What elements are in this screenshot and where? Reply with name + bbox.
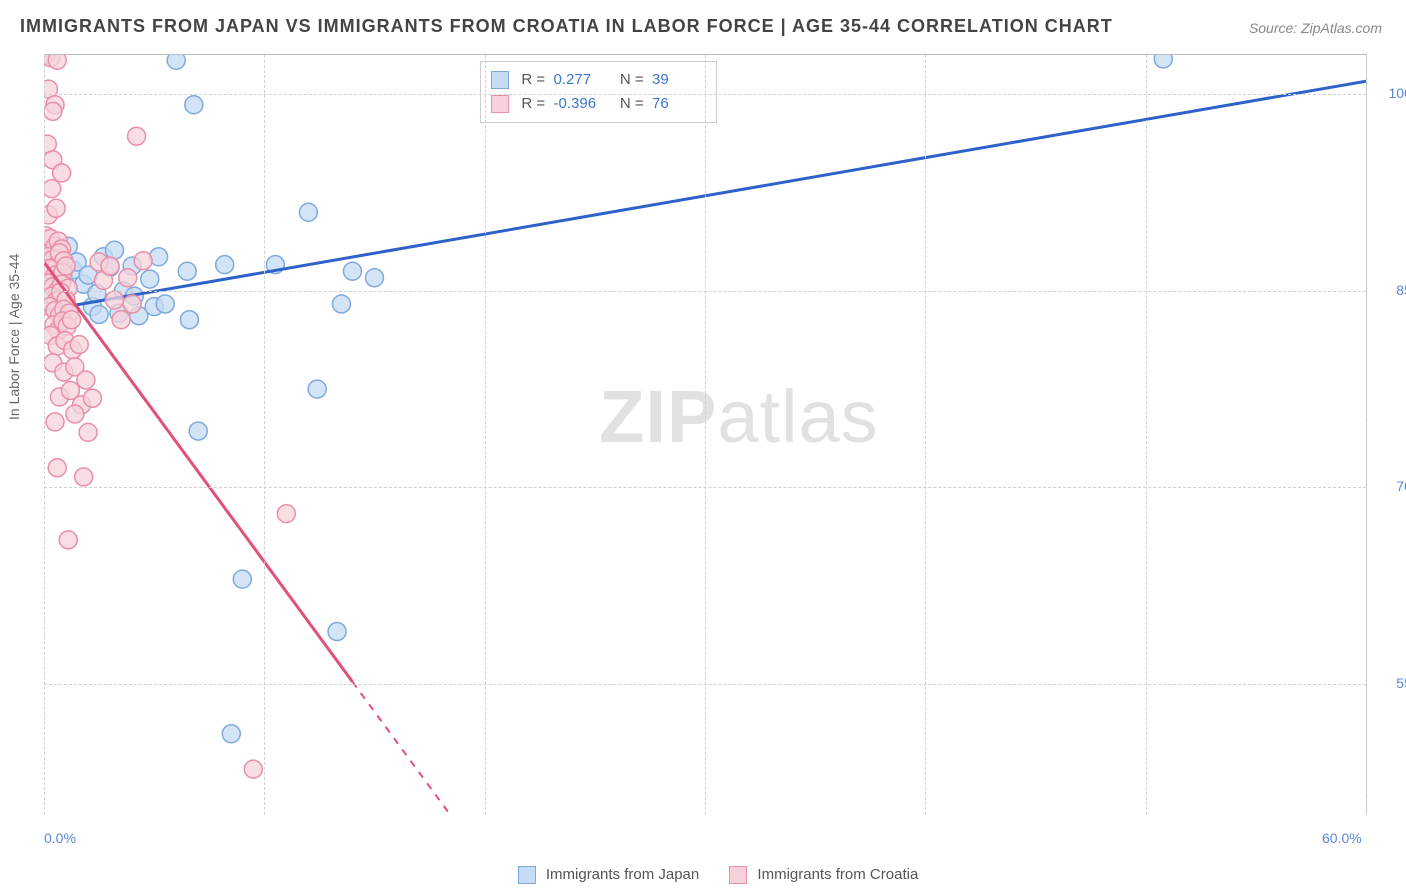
data-point [1154,55,1172,68]
data-point [216,256,234,274]
data-point [70,336,88,354]
data-point [48,459,66,477]
data-point [185,96,203,114]
legend-r-value: -0.396 [549,92,607,116]
legend-swatch [491,71,509,89]
legend-row: R = -0.396 N = 76 [491,92,706,116]
data-point [59,531,77,549]
data-point [233,570,251,588]
data-point [83,389,101,407]
source-credit: Source: ZipAtlas.com [1249,20,1382,36]
scatter-plot: ZIPatlas R = 0.277 N = 39 R = -0.396 N =… [44,54,1367,815]
legend-n-label: N = [620,71,644,88]
data-point [77,371,95,389]
x-min-label: 0.0% [44,830,76,846]
data-point [299,203,317,221]
legend-r-value: 0.277 [549,68,607,92]
gridline-v [1146,55,1147,815]
data-point [222,725,240,743]
data-point [63,311,81,329]
gridline-v [264,55,265,815]
gridline-v [705,55,706,815]
data-point [308,380,326,398]
data-point [189,422,207,440]
legend-r-label: R = [521,71,545,88]
data-point [141,270,159,288]
data-point [156,295,174,313]
data-point [44,180,61,198]
legend-n-value: 39 [648,68,706,92]
x-max-label: 60.0% [1322,830,1362,846]
gridline-v [1366,55,1367,815]
gridline-v [44,55,45,815]
data-point [90,305,108,323]
data-point [47,199,65,217]
watermark-bold: ZIP [599,375,717,458]
data-point [178,262,196,280]
gridline-v [485,55,486,815]
data-point [106,291,124,309]
legend-n-label: N = [620,95,644,112]
regression-line-extrapolated [352,682,594,815]
y-tick-label: 55.0% [1376,675,1406,691]
data-point [44,102,62,120]
series-legend: Immigrants from Japan Immigrants from Cr… [0,866,1406,884]
gridline-v [925,55,926,815]
y-tick-label: 100.0% [1376,85,1406,101]
data-point [332,295,350,313]
data-point [48,55,66,69]
chart-title: IMMIGRANTS FROM JAPAN VS IMMIGRANTS FROM… [20,16,1113,37]
data-point [119,269,137,287]
data-point [123,295,141,313]
data-point [134,252,152,270]
data-point [75,468,93,486]
data-point [53,164,71,182]
data-point [46,413,64,431]
correlation-legend: R = 0.277 N = 39 R = -0.396 N = 76 [480,61,717,123]
legend-label: Immigrants from Croatia [757,866,918,883]
watermark-light: atlas [717,375,878,458]
data-point [79,423,97,441]
legend-swatch [729,866,747,884]
legend-n-value: 76 [648,92,706,116]
data-point [328,623,346,641]
watermark: ZIPatlas [599,374,878,459]
legend-swatch [491,95,509,113]
data-point [167,55,185,69]
data-point [57,257,75,275]
y-tick-label: 85.0% [1376,282,1406,298]
y-tick-label: 70.0% [1376,478,1406,494]
legend-r-label: R = [521,95,545,112]
legend-row: R = 0.277 N = 39 [491,68,706,92]
data-point [112,311,130,329]
legend-label: Immigrants from Japan [546,866,699,883]
data-point [128,127,146,145]
data-point [343,262,361,280]
data-point [180,311,198,329]
data-point [101,257,119,275]
data-point [66,405,84,423]
data-point [277,505,295,523]
legend-swatch [518,866,536,884]
data-point [244,760,262,778]
y-axis-label: In Labor Force | Age 35-44 [6,254,22,420]
data-point [366,269,384,287]
